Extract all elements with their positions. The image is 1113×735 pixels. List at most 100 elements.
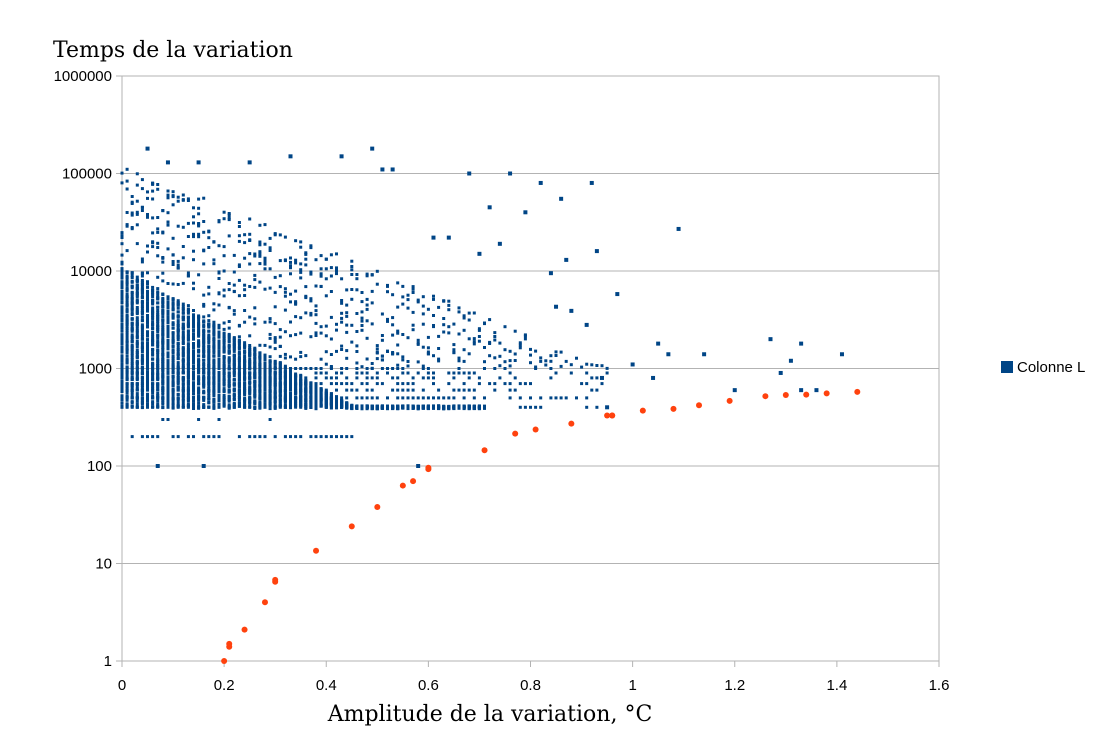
data-point — [401, 355, 405, 359]
data-point — [217, 418, 221, 421]
data-point — [202, 385, 206, 389]
red-series-point — [726, 397, 733, 404]
data-point — [181, 311, 185, 315]
data-point — [135, 384, 139, 388]
data-point — [186, 317, 190, 321]
data-point — [452, 322, 456, 326]
data-point — [263, 388, 267, 392]
data-point — [151, 343, 155, 347]
data-point — [426, 352, 430, 356]
data-point — [227, 288, 231, 292]
data-point — [294, 315, 298, 319]
data-point — [130, 321, 134, 325]
data-point — [268, 286, 272, 290]
data-point — [166, 306, 170, 310]
data-point — [227, 364, 231, 368]
data-point — [477, 328, 481, 332]
data-point — [227, 332, 231, 336]
data-point — [146, 386, 149, 390]
data-point — [294, 378, 298, 382]
data-point — [125, 309, 129, 313]
data-point — [120, 309, 124, 313]
data-point — [263, 242, 267, 246]
data-point — [171, 260, 175, 263]
data-point — [237, 382, 241, 386]
data-point — [186, 329, 190, 333]
data-point — [314, 304, 318, 308]
data-point — [135, 172, 139, 176]
data-point — [283, 364, 287, 368]
data-point — [299, 268, 303, 272]
data-point — [207, 314, 211, 318]
x-tick-label: 0 — [118, 677, 126, 694]
data-point — [207, 384, 211, 388]
data-point — [426, 346, 430, 350]
data-point — [237, 265, 241, 268]
data-point — [304, 354, 308, 358]
data-point — [130, 358, 134, 362]
data-point — [151, 231, 155, 235]
data-point — [135, 323, 139, 327]
data-point — [156, 287, 160, 291]
data-point — [355, 376, 359, 380]
data-point — [319, 331, 323, 335]
data-point — [135, 298, 139, 302]
data-point — [258, 363, 262, 367]
data-point — [319, 267, 323, 271]
data-point — [186, 221, 190, 225]
data-point — [243, 371, 247, 375]
data-point — [135, 287, 139, 290]
data-point — [227, 396, 231, 400]
data-point — [483, 405, 486, 409]
data-point — [130, 300, 134, 304]
data-point — [447, 382, 451, 386]
data-point — [186, 355, 190, 359]
data-point — [186, 435, 190, 439]
data-point — [309, 270, 313, 274]
data-point — [467, 371, 471, 375]
data-point — [386, 405, 389, 409]
data-point — [283, 259, 287, 263]
data-point — [370, 388, 374, 392]
data-point — [350, 268, 354, 272]
data-point — [135, 183, 139, 187]
data-point — [161, 305, 165, 308]
data-point — [350, 382, 354, 386]
data-point — [268, 363, 272, 367]
data-point — [508, 371, 512, 375]
data-point — [319, 388, 323, 392]
data-point — [248, 359, 252, 363]
data-point — [120, 262, 124, 266]
data-point — [125, 347, 129, 351]
data-point — [365, 396, 369, 400]
data-point — [130, 336, 134, 340]
data-point — [227, 367, 231, 370]
data-point — [222, 346, 226, 349]
data-point — [135, 199, 139, 203]
data-point — [289, 376, 292, 380]
data-point — [120, 289, 124, 293]
data-point — [207, 357, 211, 360]
data-point — [207, 344, 211, 348]
data-point — [345, 349, 349, 353]
data-point — [166, 310, 170, 314]
data-point — [243, 356, 247, 360]
data-point — [319, 274, 323, 278]
data-point — [248, 347, 252, 351]
data-point — [151, 306, 155, 310]
data-point — [360, 316, 364, 320]
data-point — [442, 323, 446, 327]
data-point — [258, 351, 262, 355]
data-point — [365, 376, 369, 380]
data-point — [263, 287, 267, 291]
data-point — [569, 363, 573, 367]
data-point — [340, 277, 344, 281]
data-point — [130, 202, 134, 205]
data-point — [268, 400, 272, 404]
data-point — [462, 396, 466, 400]
red-series-point — [568, 420, 575, 427]
data-point — [197, 206, 201, 210]
data-point — [207, 392, 211, 396]
data-point — [263, 363, 267, 367]
data-point — [289, 292, 292, 296]
